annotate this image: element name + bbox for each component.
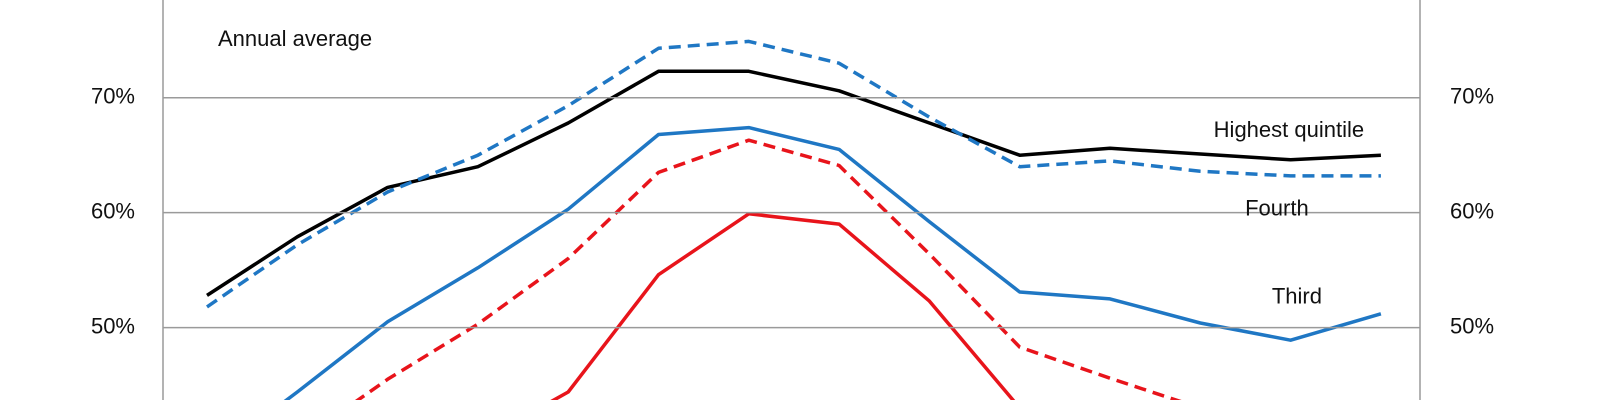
series-line bbox=[283, 125, 1382, 400]
series-line bbox=[354, 138, 1182, 400]
annotation: Annual average bbox=[218, 26, 372, 51]
series-label: Third bbox=[1272, 284, 1322, 309]
series-line bbox=[206, 39, 1381, 309]
y-tick-label: 60% bbox=[91, 198, 135, 223]
series-line bbox=[206, 69, 1381, 297]
series-label: Fourth bbox=[1245, 196, 1309, 221]
plot-area bbox=[206, 39, 1382, 400]
series-label: Highest quintile bbox=[1214, 117, 1364, 142]
y2-tick-label: 60% bbox=[1450, 198, 1494, 223]
series-line bbox=[550, 212, 1016, 400]
y-tick-label: 70% bbox=[91, 84, 135, 109]
y-tick-label: 50% bbox=[91, 313, 135, 338]
y2-tick-label: 50% bbox=[1450, 313, 1494, 338]
y2-tick-label: 70% bbox=[1450, 84, 1494, 109]
